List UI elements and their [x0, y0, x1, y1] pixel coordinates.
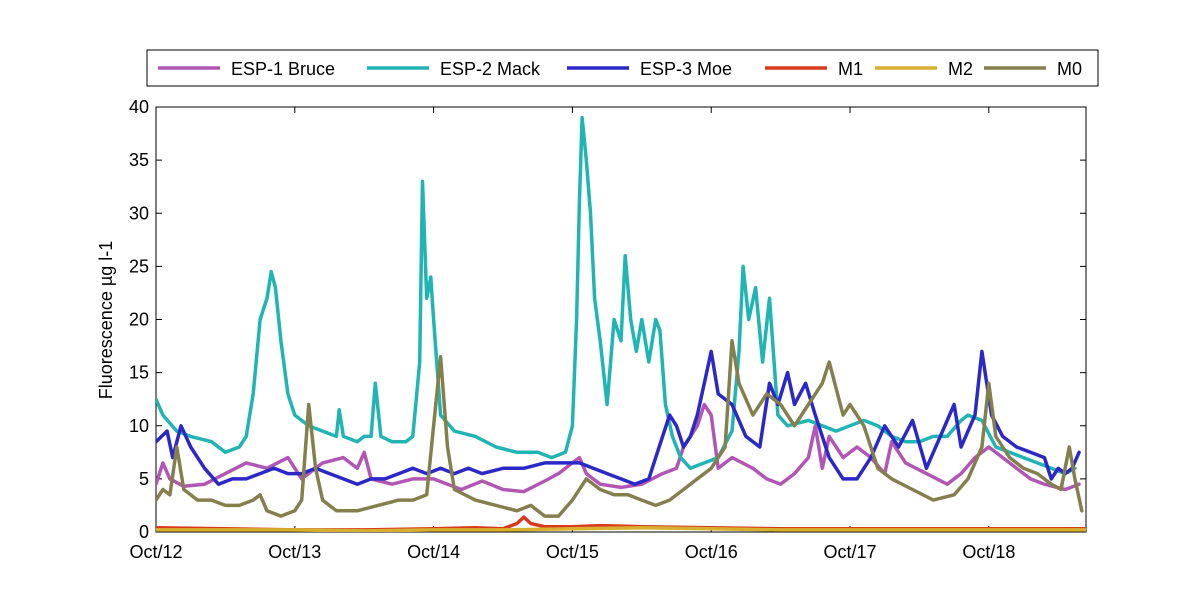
series-line-esp-3-moe: [156, 349, 1081, 486]
y-tick-label: 15: [129, 363, 149, 383]
series-line-m0: [156, 339, 1084, 518]
y-tick-label: 5: [139, 469, 149, 489]
x-axis-ticks: Oct/12 Oct/13 Oct/14 Oct/15 Oct/16 Oct/17 Oct/…: [129, 107, 1015, 562]
y-tick-label: 35: [129, 150, 149, 170]
x-tick-label: Oct/12: [129, 542, 182, 562]
y-tick-label: 30: [129, 203, 149, 223]
x-tick-label: Oct/16: [685, 542, 738, 562]
x-tick-label: Oct/14: [407, 542, 460, 562]
y-tick-label: 20: [129, 310, 149, 330]
y-axis-ticks: 0 5 10 15 20 25 30 35 40: [129, 97, 1086, 542]
x-tick-label: Oct/15: [546, 542, 599, 562]
legend-label: M0: [1057, 59, 1082, 79]
legend: ESP-1 Bruce ESP-2 Mack ESP-3 Moe M1 M2 M0: [146, 49, 1099, 87]
series-line-esp-1-bruce: [156, 402, 1081, 494]
legend-label: ESP-3 Moe: [640, 59, 732, 79]
y-tick-label: 10: [129, 416, 149, 436]
x-tick-label: Oct/18: [962, 542, 1015, 562]
x-tick-label: Oct/13: [268, 542, 321, 562]
series-line-m2: [156, 526, 1086, 532]
legend-label: ESP-2 Mack: [440, 59, 541, 79]
legend-label: M1: [838, 59, 863, 79]
y-axis-title: Fluorescence µg l-1: [96, 241, 116, 399]
legend-label: ESP-1 Bruce: [231, 59, 335, 79]
x-tick-label: Oct/17: [824, 542, 877, 562]
y-tick-label: 25: [129, 256, 149, 276]
legend-label: M2: [948, 59, 973, 79]
y-tick-label: 0: [139, 522, 149, 542]
y-tick-label: 40: [129, 97, 149, 117]
series-lines: [156, 115, 1086, 532]
